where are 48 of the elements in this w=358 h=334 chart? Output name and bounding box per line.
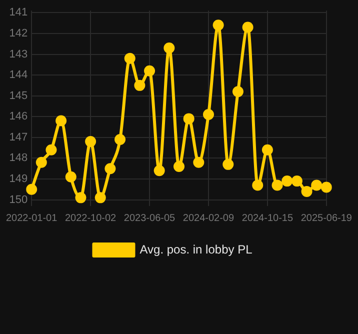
y-tick-label: 144 <box>9 69 28 82</box>
x-tick-label: 2022-10-02 <box>64 212 117 224</box>
point <box>46 144 57 156</box>
y-tick-label: 150 <box>9 194 28 206</box>
point <box>242 22 254 33</box>
point <box>134 80 146 91</box>
point <box>164 42 175 54</box>
y-tick-label: 142 <box>9 27 28 40</box>
x-tick-label: 2025-06-19 <box>300 212 352 224</box>
point <box>154 165 165 176</box>
x-tick-label: 2024-02-09 <box>182 212 234 224</box>
point <box>232 86 244 98</box>
point <box>183 113 194 124</box>
y-tick-label: 145 <box>9 90 28 102</box>
y-tick-label: 143 <box>9 48 28 60</box>
point <box>282 176 293 187</box>
point <box>311 180 322 191</box>
point <box>174 161 184 172</box>
legend-label: Avg. pos. in lobby PL <box>140 242 253 256</box>
y-tick-label: 146 <box>9 110 28 123</box>
point <box>252 180 264 191</box>
point <box>26 184 38 195</box>
point <box>320 182 332 193</box>
y-tick-label: 148 <box>9 152 28 164</box>
point <box>291 176 302 187</box>
point <box>272 180 283 191</box>
point <box>36 156 47 168</box>
point <box>301 186 312 197</box>
y-tick-label: 147 <box>9 131 28 144</box>
point <box>94 192 106 204</box>
point <box>65 171 76 182</box>
point <box>212 20 224 31</box>
point <box>144 65 156 76</box>
x-tick-label: 2024-10-15 <box>242 212 294 224</box>
y-tick-label: 149 <box>9 173 28 186</box>
x-tick-label: 2023-06-05 <box>124 212 176 224</box>
point <box>222 158 234 170</box>
point <box>104 163 116 174</box>
point <box>85 136 96 148</box>
point <box>124 52 136 64</box>
point <box>202 109 214 120</box>
point <box>75 192 86 204</box>
point <box>193 156 204 168</box>
point <box>262 144 273 156</box>
y-tick-label: 141 <box>9 6 28 19</box>
point <box>114 134 126 145</box>
x-tick-label: 2022-01-01 <box>6 212 58 224</box>
point <box>56 115 67 126</box>
